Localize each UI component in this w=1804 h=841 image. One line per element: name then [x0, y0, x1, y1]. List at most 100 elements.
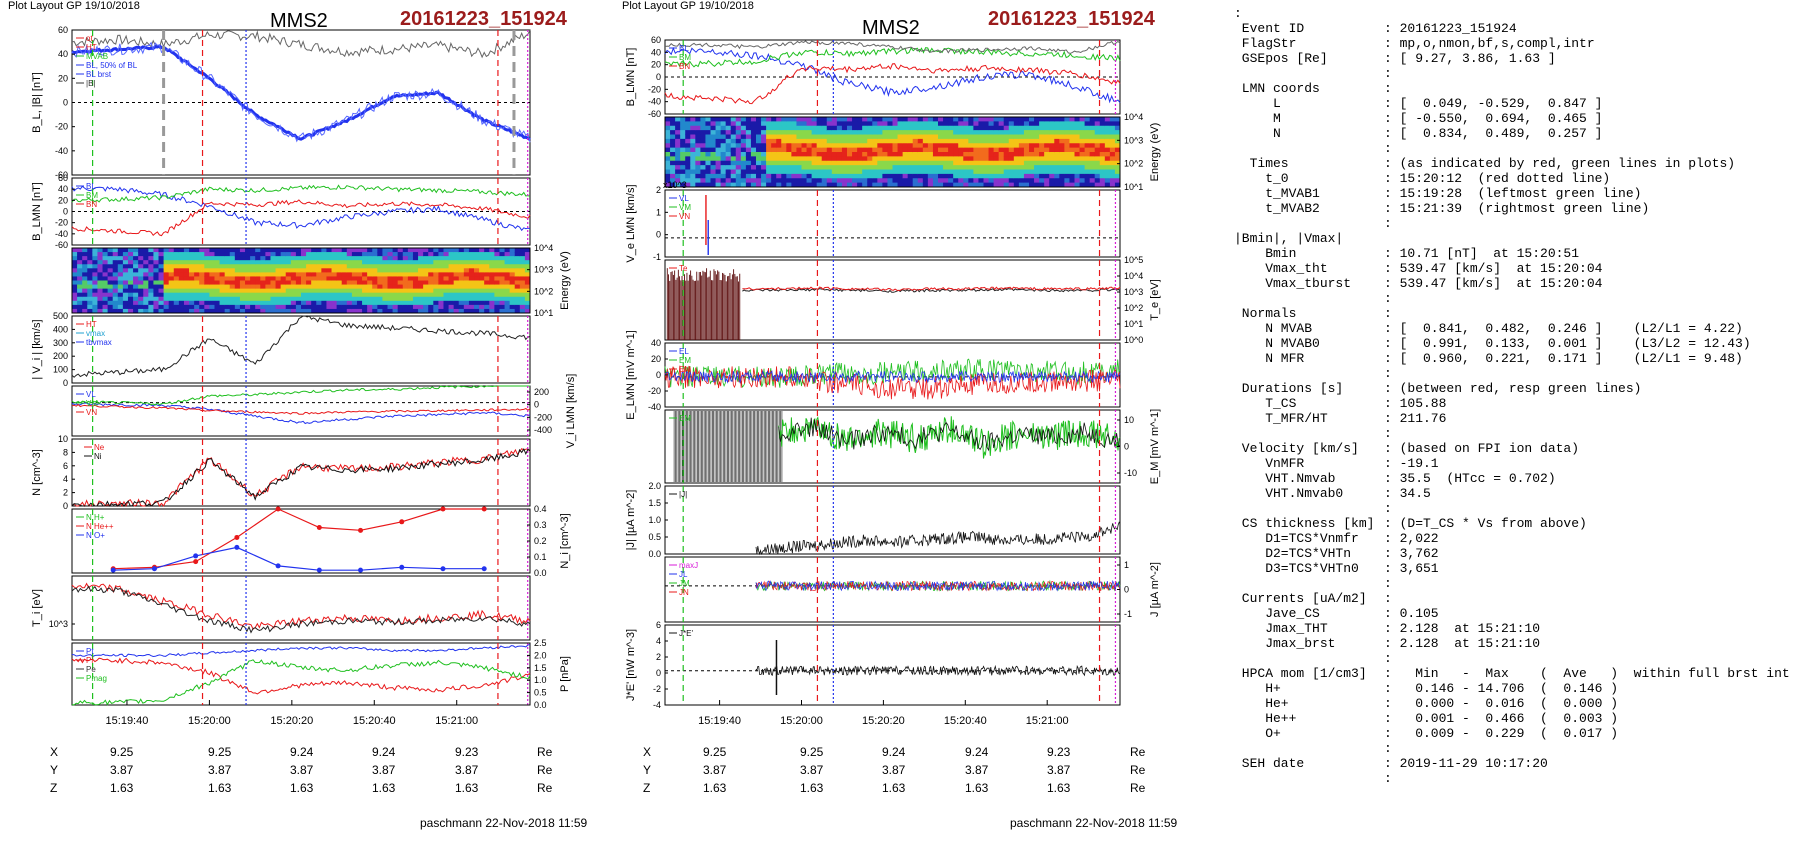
spectrogram-cell: [341, 248, 348, 253]
spectrogram-cell: [892, 165, 899, 170]
legend-label: BM: [679, 53, 691, 62]
spectrogram-cell: [852, 117, 858, 122]
spectrogram-cell: [670, 165, 676, 170]
spectrogram-cell: [750, 169, 757, 175]
spectrogram-cell: [740, 156, 747, 162]
spectrogram-cell: [907, 156, 914, 162]
spectrogram-cell: [301, 276, 307, 281]
spectrogram-cell: [524, 264, 531, 269]
spectrogram-cell: [730, 143, 737, 149]
spectrogram-cell: [791, 125, 797, 131]
spectrogram-cell: [831, 182, 838, 188]
spectrogram-cell: [295, 248, 302, 253]
spectrogram-cell: [418, 288, 424, 294]
spectrogram-cell: [1039, 156, 1045, 162]
spectrogram-cell: [998, 165, 1005, 170]
spectrogram-cell: [922, 130, 929, 135]
spectrogram-cell: [948, 130, 954, 135]
y-tick-label: 10^2: [534, 286, 553, 296]
spectrogram-cell: [387, 256, 394, 261]
spectrogram-cell: [265, 260, 271, 265]
spectrogram-cell: [998, 156, 1005, 162]
info-row: N: [ 0.834, 0.489, 0.257 ]: [1234, 126, 1800, 141]
spectrogram-cell: [474, 252, 480, 257]
spectrogram-cell: [750, 125, 757, 131]
spectrogram-cell: [690, 117, 696, 122]
spectrogram-cell: [1059, 147, 1065, 153]
spectrogram-cell: [331, 280, 338, 286]
spectrogram-cell: [499, 280, 506, 286]
spectrogram-cell: [766, 152, 772, 157]
spectrogram-cell: [275, 272, 282, 277]
spectrogram-cell: [720, 134, 727, 140]
spectrogram-cell: [418, 256, 424, 261]
spectrogram-cell: [448, 288, 455, 294]
spectrogram-cell: [983, 169, 990, 175]
spectrogram-cell: [107, 288, 114, 294]
spectrogram-cell: [852, 134, 858, 140]
spectrogram-cell: [771, 125, 777, 131]
spectrogram-cell: [675, 125, 681, 131]
spectrogram-cell: [705, 130, 711, 135]
spectrogram-cell: [270, 264, 277, 269]
spectrogram-cell: [72, 284, 78, 290]
spectrogram-cell: [1069, 130, 1075, 135]
spectrogram-cell: [260, 276, 266, 281]
spectrogram-cell: [107, 284, 114, 290]
spectrogram-cell: [229, 280, 236, 286]
spectrogram-cell: [836, 165, 843, 170]
spectrogram-cell: [87, 260, 93, 265]
spectrogram-cell: [316, 284, 322, 290]
spectrogram-cell: [423, 308, 429, 314]
spectrogram-cell: [1008, 173, 1015, 179]
spectrogram-cell: [700, 125, 706, 131]
spectrogram-cell: [127, 248, 134, 253]
spectrogram-cell: [143, 264, 149, 269]
time-tick-label: 15:19:40: [698, 715, 741, 727]
spectrogram-cell: [453, 284, 460, 290]
spectrogram-cell: [675, 165, 681, 170]
spectrogram-cell: [1044, 182, 1050, 188]
spectrogram-cell: [412, 296, 419, 302]
spectrogram-cell: [301, 308, 307, 314]
spectrogram-cell: [245, 308, 251, 314]
spectrogram-cell: [418, 248, 424, 253]
spectrogram-cell: [509, 260, 516, 265]
spectrogram-cell: [983, 160, 990, 166]
spectrogram-cell: [158, 248, 165, 253]
spectrogram-cell: [806, 152, 813, 157]
spectrogram-cell: [705, 134, 711, 140]
ni-line: [71, 448, 531, 507]
spectrogram-cell: [489, 296, 495, 302]
spectrogram-cell: [433, 296, 439, 302]
spectrogram-cell: [127, 252, 134, 257]
spectrogram-cell: [872, 156, 878, 162]
spectrogram-cell: [1069, 160, 1075, 166]
spectrogram-cell: [902, 125, 909, 131]
spectrogram-cell: [766, 173, 772, 179]
spectrogram-cell: [675, 117, 681, 122]
spectrogram-cell: [841, 125, 848, 131]
spectrogram-cell: [107, 300, 114, 306]
spectrogram-cell: [821, 152, 828, 157]
spectrogram-cell: [306, 264, 312, 269]
spectrogram-cell: [710, 117, 717, 122]
y-tick-label: 200: [53, 351, 68, 361]
spectrogram-cell: [745, 147, 752, 153]
spectrogram-cell: [943, 152, 949, 157]
spectrogram-cell: [326, 252, 333, 257]
spectrogram-cell: [82, 304, 88, 310]
info-value: : 2.128 at 15:21:10: [1384, 621, 1541, 636]
spectrogram-cell: [761, 143, 767, 149]
spectrogram-cell: [685, 156, 691, 162]
info-key: LMN coords: [1234, 81, 1320, 96]
spectrogram-cell: [72, 304, 78, 310]
spectrogram-cell: [786, 169, 792, 175]
spectrogram-cell: [336, 272, 343, 277]
spectrogram-cell: [690, 165, 696, 170]
spectrogram-cell: [377, 292, 383, 298]
spectrogram-cell: [224, 264, 231, 269]
spectrogram-cell: [326, 248, 333, 253]
spectrogram-cell: [791, 138, 797, 144]
spectrogram-cell: [1013, 156, 1020, 162]
